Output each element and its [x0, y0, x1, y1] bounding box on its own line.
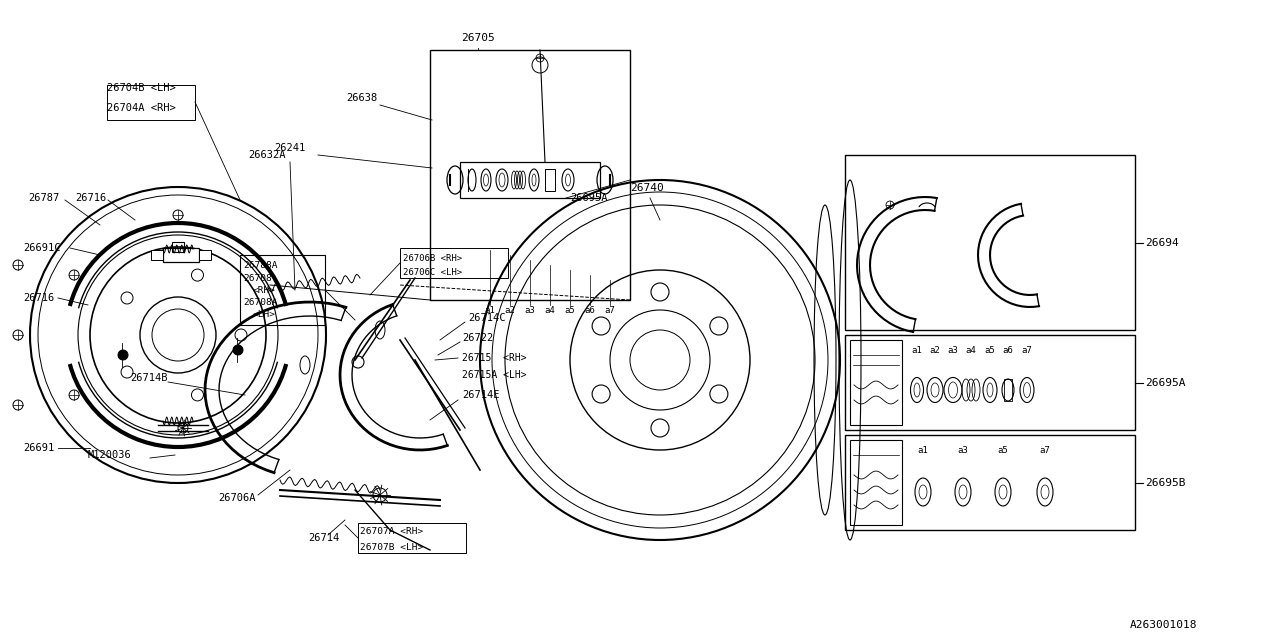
Text: 26705: 26705 — [461, 33, 495, 43]
Bar — [545, 169, 556, 191]
Text: a4: a4 — [544, 305, 556, 314]
Text: 26704B <LH>: 26704B <LH> — [108, 83, 175, 93]
Text: 26708: 26708 — [243, 273, 271, 282]
Bar — [845, 435, 1135, 530]
Text: a2: a2 — [929, 346, 941, 355]
Text: 26632A: 26632A — [248, 150, 285, 160]
Text: a5: a5 — [564, 305, 576, 314]
Text: 26788A: 26788A — [243, 260, 278, 269]
Text: 26715A <LH>: 26715A <LH> — [462, 370, 526, 380]
Text: M120036: M120036 — [88, 450, 132, 460]
Text: 26722: 26722 — [462, 333, 493, 343]
Text: 26706A: 26706A — [218, 493, 256, 503]
Text: 26716: 26716 — [76, 193, 106, 203]
Text: 26638: 26638 — [346, 93, 378, 103]
Bar — [1004, 379, 1012, 401]
Text: a1: a1 — [485, 305, 495, 314]
Text: 26694: 26694 — [1146, 237, 1179, 248]
Bar — [401, 248, 508, 278]
Text: a1: a1 — [911, 346, 923, 355]
Bar — [430, 50, 630, 300]
Text: a1: a1 — [918, 445, 928, 454]
Text: a3: a3 — [525, 305, 535, 314]
Text: 26714B: 26714B — [131, 373, 168, 383]
Text: 26714E: 26714E — [462, 390, 499, 400]
Text: <LH>: <LH> — [253, 310, 276, 319]
Text: a3: a3 — [957, 445, 969, 454]
Bar — [850, 340, 902, 425]
Text: 26704A <RH>: 26704A <RH> — [108, 103, 175, 113]
Circle shape — [118, 350, 128, 360]
Text: 26787: 26787 — [28, 193, 59, 203]
Bar — [241, 255, 325, 325]
Text: 26691: 26691 — [23, 443, 54, 453]
Text: a6: a6 — [585, 305, 595, 314]
Bar — [460, 162, 600, 198]
Text: a6: a6 — [1002, 346, 1014, 355]
Text: a7: a7 — [1021, 346, 1033, 355]
Text: a2: a2 — [504, 305, 516, 314]
Bar — [172, 242, 184, 252]
Text: 26691C: 26691C — [23, 243, 60, 253]
Text: a3: a3 — [947, 346, 959, 355]
Text: 26740: 26740 — [630, 183, 664, 193]
Text: a5: a5 — [997, 445, 1009, 454]
Bar — [845, 155, 1135, 330]
Text: 26715  <RH>: 26715 <RH> — [462, 353, 526, 363]
Bar — [358, 523, 466, 553]
Text: A263001018: A263001018 — [1130, 620, 1198, 630]
Text: <RH>: <RH> — [253, 285, 276, 294]
Text: 26706B <RH>: 26706B <RH> — [403, 253, 462, 262]
Text: a7: a7 — [1039, 445, 1051, 454]
Text: a5: a5 — [984, 346, 996, 355]
Circle shape — [233, 345, 243, 355]
Text: 26706C <LH>: 26706C <LH> — [403, 268, 462, 276]
Text: a7: a7 — [604, 305, 616, 314]
Bar — [845, 335, 1135, 430]
Text: 26707B <LH>: 26707B <LH> — [360, 543, 424, 552]
Text: 26695B: 26695B — [1146, 477, 1185, 488]
Text: 26714: 26714 — [308, 533, 339, 543]
Text: 26708A: 26708A — [243, 298, 278, 307]
Bar — [198, 250, 211, 260]
Polygon shape — [202, 299, 310, 460]
Bar — [108, 85, 195, 120]
Bar — [850, 440, 902, 525]
Text: 26707A <RH>: 26707A <RH> — [360, 527, 424, 536]
Bar — [163, 248, 198, 262]
Text: 26695A: 26695A — [1146, 378, 1185, 387]
Text: 26695A: 26695A — [570, 193, 608, 203]
Bar — [151, 250, 163, 260]
Text: 26716: 26716 — [23, 293, 54, 303]
Text: 26241: 26241 — [274, 143, 305, 153]
Text: a4: a4 — [965, 346, 977, 355]
Text: 26714C: 26714C — [468, 313, 506, 323]
